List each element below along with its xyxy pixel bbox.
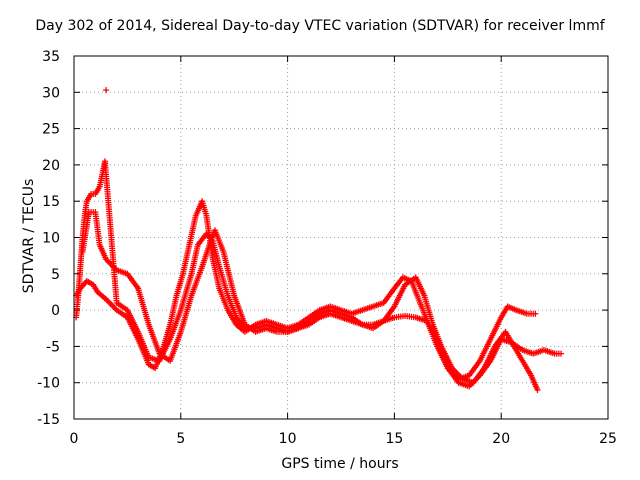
y-tick-label: -10 [37, 376, 60, 392]
x-tick-label: 10 [279, 431, 297, 447]
y-tick-label: -15 [37, 412, 60, 428]
chart-title: Day 302 of 2014, Sidereal Day-to-day VTE… [35, 18, 605, 34]
data-point [534, 386, 541, 393]
x-tick-label: 0 [70, 431, 79, 447]
axis-ticks: 0 5 10 15 20 25 -15 -10 -5 0 5 10 15 20 25 30 35 [37, 49, 617, 447]
plot-frame [73, 55, 609, 420]
data-point [103, 87, 110, 94]
data-point [532, 310, 539, 317]
y-tick-label: 0 [51, 303, 60, 319]
data-points [73, 87, 565, 393]
y-tick-label: 20 [42, 158, 60, 174]
y-axis-label: SDTVAR / TECUs [21, 178, 37, 294]
y-tick-label: 5 [51, 267, 60, 283]
x-axis-label: GPS time / hours [281, 456, 399, 472]
x-tick-label: 15 [385, 431, 403, 447]
y-tick-label: 30 [42, 85, 60, 101]
x-tick-label: 25 [599, 431, 617, 447]
x-tick-label: 5 [176, 431, 185, 447]
y-tick-label: 25 [42, 122, 60, 138]
y-tick-label: 10 [42, 231, 60, 247]
y-tick-label: 15 [42, 194, 60, 210]
x-tick-label: 20 [492, 431, 510, 447]
y-tick-label: -5 [46, 339, 60, 355]
data-point [558, 350, 565, 357]
y-tick-label: 35 [42, 49, 60, 65]
